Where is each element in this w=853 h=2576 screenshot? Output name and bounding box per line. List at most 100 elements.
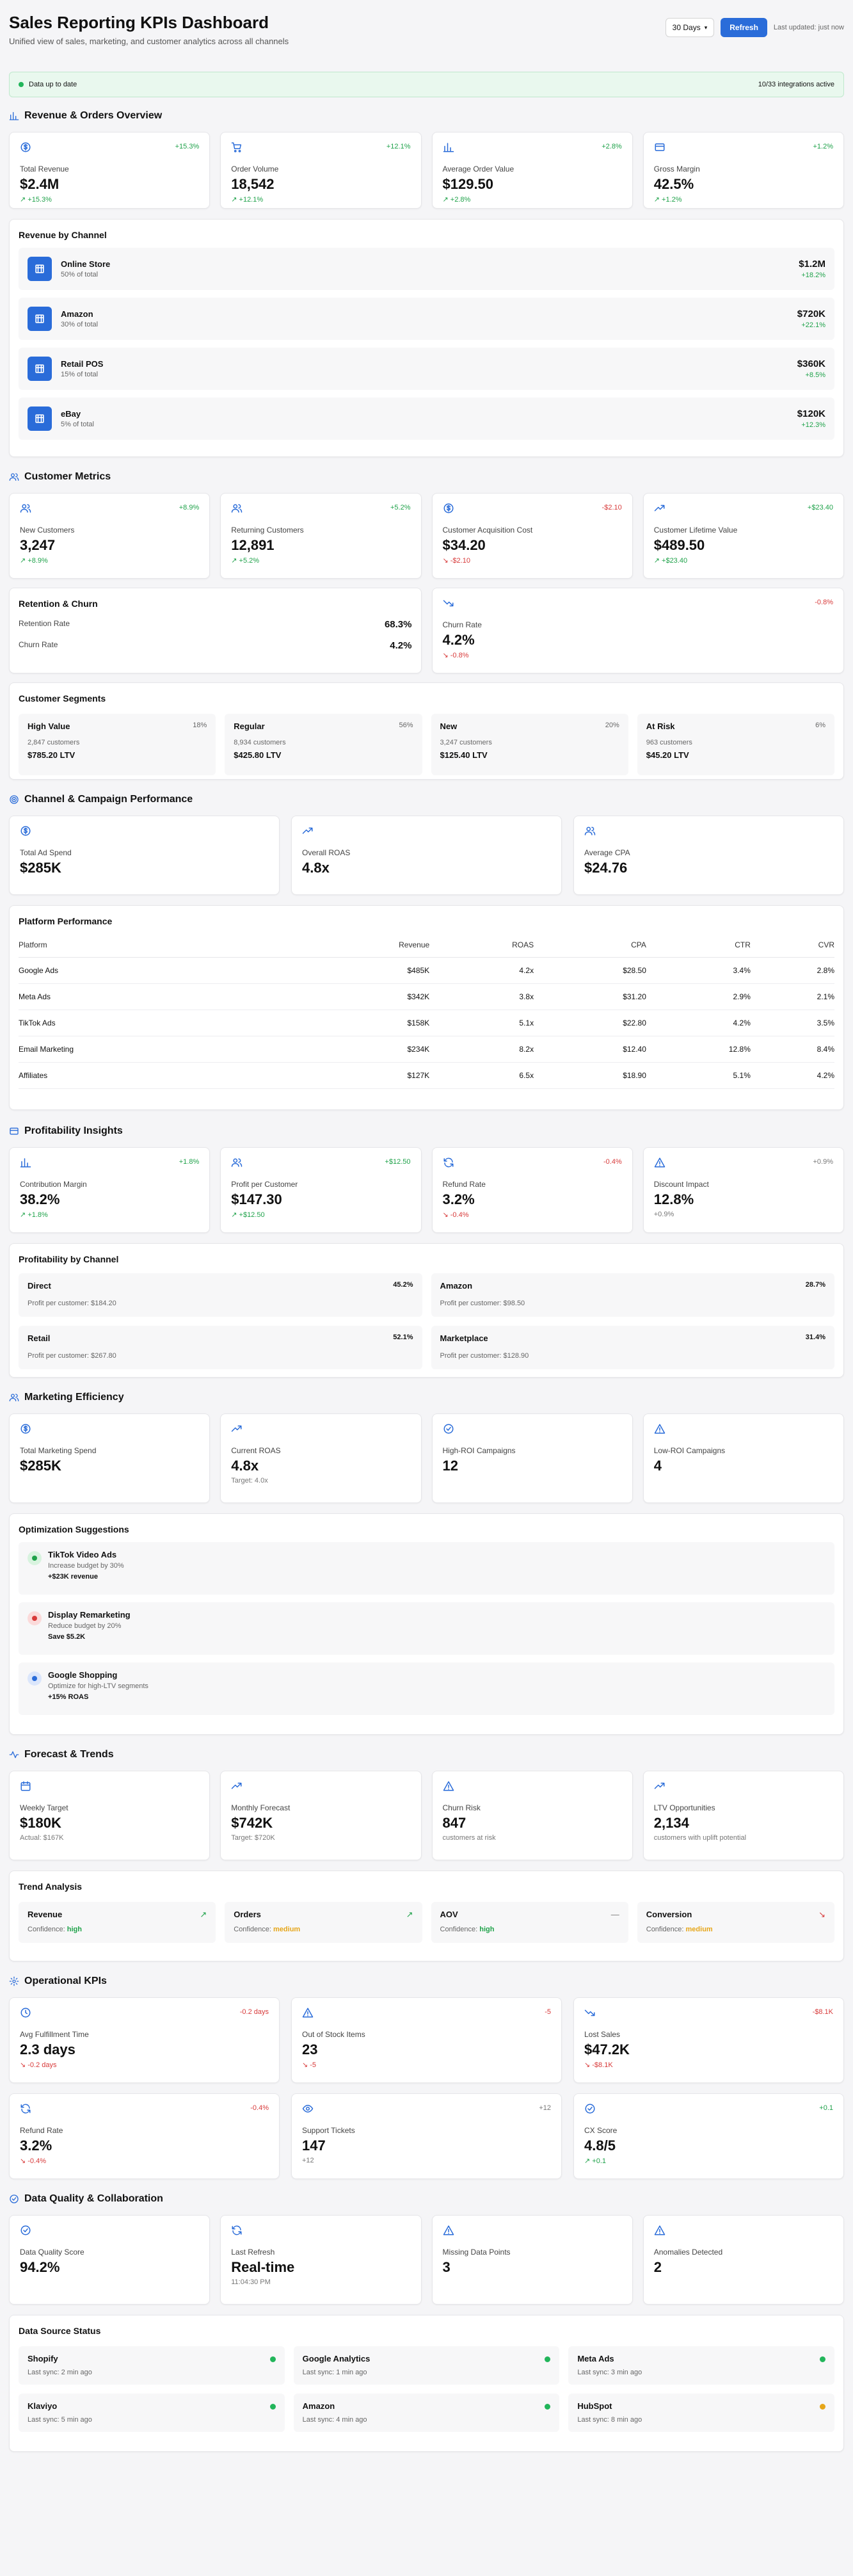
kpi-label: New Customers [20,526,75,535]
profit-by-channel-card: Profitability by Channel Direct 45.2% Profi… [9,1243,844,1378]
kpi-label: CX Score [584,2126,618,2135]
data-source-tile[interactable]: Meta Ads Last sync: 3 min ago [568,2346,834,2385]
kpi-card: Total Marketing Spend $285K [9,1413,211,1503]
kpi-change: -0.8% [815,599,833,606]
users-icon [231,503,243,514]
trend-arrow-icon: — [610,1910,619,1919]
dollar-icon [20,141,31,153]
kpi-value: 3.2% [20,2137,52,2153]
table-cell: Google Ads [19,957,283,984]
trend-arrow-icon: ↗ [200,1910,207,1919]
channel-row[interactable]: Amazon 30% of total $720K +22.1% [19,298,834,340]
suggestion-item[interactable]: TikTok Video Ads Increase budget by 30% +$… [19,1542,834,1595]
kpi-label: Refund Rate [20,2126,63,2135]
data-source-tile[interactable]: Klaviyo Last sync: 5 min ago [19,2394,285,2432]
suggestion-name: TikTok Video Ads [48,1550,117,1559]
profit-channel-tile[interactable]: Amazon 28.7% Profit per customer: $98.50 [431,1273,834,1317]
segment-tile[interactable]: New 20% 3,247 customers $125.40 LTV [431,714,628,775]
kpi-value: $147.30 [231,1191,282,1207]
kpi-subtext: ↘ -0.8% [442,652,469,659]
retention-label: Retention Rate [19,619,70,628]
card-icon [9,1126,19,1136]
table-row[interactable]: Affiliates $127K 6.5x $18.90 5.1% 4.2% [19,1062,834,1089]
kpi-card: +12 Support Tickets 147 +12 [291,2093,562,2179]
channel-name: eBay [61,409,81,419]
retention-label: Churn Rate [19,640,58,649]
data-source-tile[interactable]: Amazon Last sync: 4 min ago [293,2394,560,2432]
refresh-button[interactable]: Refresh [721,18,767,37]
table-row[interactable]: Email Marketing $234K 8.2x $12.40 12.8% 8.4% [19,1036,834,1063]
profit-channel-tile[interactable]: Retail 52.1% Profit per customer: $267.80 [19,1326,422,1369]
kpi-subtext: +12 [302,2157,314,2164]
profit-channel-name: Retail [28,1333,51,1343]
section-quality: Data Quality & Collaboration [9,2191,844,2207]
section-title: Operational KPIs [24,1976,107,1986]
kpi-label: Current ROAS [231,1446,281,1455]
kpi-value: $285K [20,1458,61,1474]
kpi-label: Churn Risk [442,1803,481,1812]
table-row[interactable]: TikTok Ads $158K 5.1x $22.80 4.2% 3.5% [19,1010,834,1036]
data-source-tile[interactable]: Google Analytics Last sync: 1 min ago [293,2346,560,2385]
kpi-card: +0.9% Discount Impact 12.8% +0.9% [642,1147,844,1233]
segment-tile[interactable]: High Value 18% 2,847 customers $785.20 LTV [19,714,216,775]
date-range-select[interactable]: 30 Days ▾ [665,18,715,37]
kpi-value: $489.50 [653,537,705,553]
kpi-card: -5 Out of Stock Items 23 ↘ -5 [291,1997,562,2083]
channel-row[interactable]: eBay 5% of total $120K +12.3% [19,398,834,440]
channel-share: 15% of total [61,371,99,378]
retention-value: 68.3% [384,619,412,630]
source-name: HubSpot [577,2401,612,2411]
profit-channel-sub: Profit per customer: $267.80 [28,1352,116,1360]
kpi-subtext: ↗ +1.2% [653,196,682,204]
table-row[interactable]: Meta Ads $342K 3.8x $31.20 2.9% 2.1% [19,983,834,1010]
data-source-tile[interactable]: HubSpot Last sync: 8 min ago [568,2394,834,2432]
profit-channel-tile[interactable]: Direct 45.2% Profit per customer: $184.20 [19,1273,422,1317]
table-cell: 3.5% [750,1010,834,1036]
kpi-card: Current ROAS 4.8x Target: 4.0x [220,1413,422,1503]
suggestion-item[interactable]: Google Shopping Optimize for high-LTV seg… [19,1662,834,1715]
status-text: Data up to date [29,81,77,88]
kpi-value: $129.50 [442,176,494,192]
data-source-tile[interactable]: Shopify Last sync: 2 min ago [19,2346,285,2385]
table-cell: $342K [282,983,430,1010]
kpi-value: 2 [653,2259,662,2275]
kpi-card: +8.9% New Customers 3,247 ↗ +8.9% [9,493,211,579]
section-title: Revenue & Orders Overview [24,110,163,121]
profit-channel-tile[interactable]: Marketplace 31.4% Profit per customer: $12… [431,1326,834,1369]
store-icon [28,407,52,431]
trend-tile[interactable]: Orders ↗ Confidence: medium [225,1902,422,1943]
kpi-card: LTV Opportunities 2,134 customers with upl… [642,1771,844,1860]
trend-tile[interactable]: Revenue ↗ Confidence: high [19,1902,216,1943]
kpi-card: -$8.1K Lost Sales $47.2K ↘ -$8.1K [573,1997,844,2083]
kpi-value: $2.4M [20,176,60,192]
suggestion-desc: Reduce budget by 20% [48,1622,122,1630]
bar-chart-icon [9,111,19,121]
segment-tile[interactable]: Regular 56% 8,934 customers $425.80 LTV [225,714,422,775]
source-sync: Last sync: 8 min ago [577,2416,642,2424]
segments-card: Customer Segments High Value 18% 2,847 cust… [9,682,844,780]
platform-table: Platform Revenue ROAS CPA CTR CVR Google Ads $4… [19,933,834,1089]
table-cell: 8.2x [429,1036,534,1063]
bar-chart-icon [443,141,454,153]
clock-icon [20,2007,31,2018]
kpi-card: Data Quality Score 94.2% [9,2215,211,2305]
trend-tile[interactable]: AOV — Confidence: high [431,1902,628,1943]
kpi-card: +$12.50 Profit per Customer $147.30 ↗ +$12.… [220,1147,422,1233]
kpi-change: -5 [545,2008,551,2016]
page-subtitle: Unified view of sales, marketing, and cu… [9,36,289,46]
segment-tile[interactable]: At Risk 6% 963 customers $45.20 LTV [637,714,834,775]
table-row[interactable]: Google Ads $485K 4.2x $28.50 3.4% 2.8% [19,957,834,984]
kpi-value: 23 [302,2041,318,2057]
kpi-label: Weekly Target [20,1803,68,1812]
trend-tile[interactable]: Conversion ↘ Confidence: medium [637,1902,834,1943]
kpi-value: 12,891 [231,537,275,553]
kpi-subtext: ↘ -$8.1K [584,2061,613,2069]
channel-row[interactable]: Retail POS 15% of total $360K +8.5% [19,348,834,390]
trend-confidence: high [479,1926,495,1933]
kpi-value: $742K [231,1815,273,1831]
kpi-value: $47.2K [584,2041,630,2057]
channel-row[interactable]: Online Store 50% of total $1.2M +18.2% [19,248,834,290]
suggestion-item[interactable]: Display Remarketing Reduce budget by 20% S… [19,1602,834,1655]
kpi-card: +5.2% Returning Customers 12,891 ↗ +5.2% [220,493,422,579]
trend-name: Revenue [28,1910,63,1919]
